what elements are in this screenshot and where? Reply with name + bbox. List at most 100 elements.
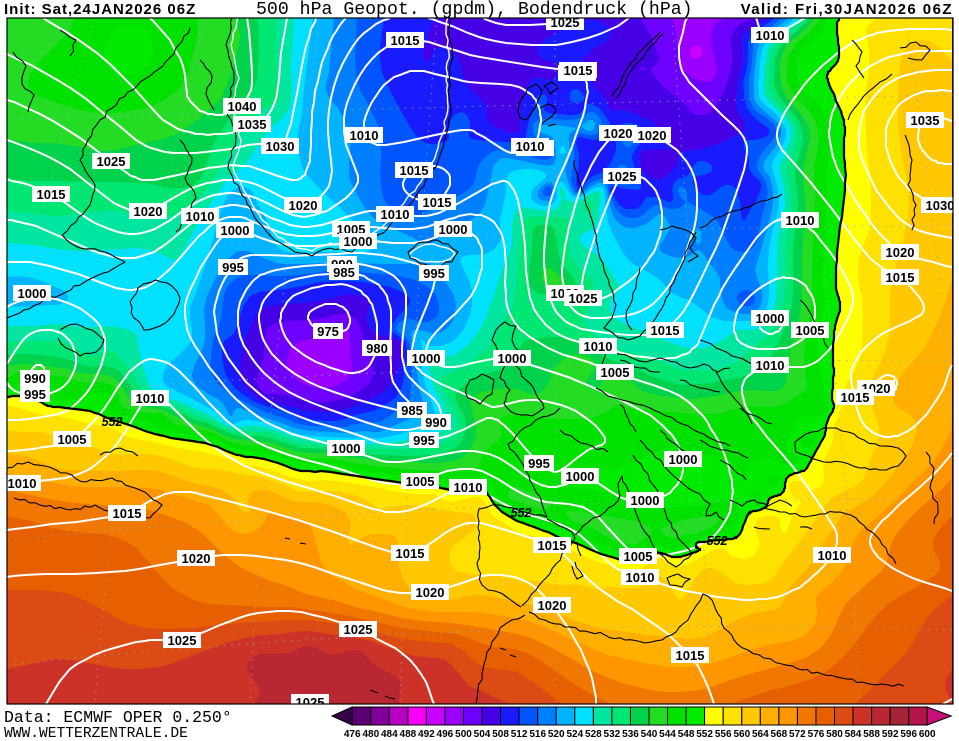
svg-text:1015: 1015 — [396, 546, 425, 561]
svg-text:Data: ECMWF OPER 0.250°: Data: ECMWF OPER 0.250° — [4, 708, 232, 727]
svg-text:1015: 1015 — [391, 33, 420, 48]
svg-text:980: 980 — [366, 341, 388, 356]
svg-text:1005: 1005 — [796, 323, 825, 338]
svg-text:1010: 1010 — [136, 391, 165, 406]
svg-text:520: 520 — [548, 729, 565, 740]
svg-text:528: 528 — [585, 729, 602, 740]
svg-text:1020: 1020 — [182, 551, 211, 566]
svg-text:1015: 1015 — [651, 323, 680, 338]
svg-text:995: 995 — [528, 456, 550, 471]
svg-text:1005: 1005 — [624, 549, 653, 564]
svg-text:1005: 1005 — [601, 365, 630, 380]
svg-text:1010: 1010 — [516, 139, 545, 154]
svg-text:1000: 1000 — [498, 351, 527, 366]
svg-text:552: 552 — [696, 729, 713, 740]
svg-text:492: 492 — [418, 729, 435, 740]
svg-text:1000: 1000 — [344, 234, 373, 249]
svg-text:1010: 1010 — [8, 476, 37, 491]
svg-text:1020: 1020 — [289, 198, 318, 213]
svg-text:990: 990 — [425, 415, 447, 430]
svg-text:572: 572 — [789, 729, 806, 740]
svg-text:584: 584 — [845, 729, 862, 740]
svg-text:1040: 1040 — [228, 99, 257, 114]
svg-text:588: 588 — [863, 729, 880, 740]
svg-text:1025: 1025 — [551, 15, 580, 30]
svg-text:480: 480 — [362, 729, 379, 740]
svg-text:1000: 1000 — [669, 452, 698, 467]
svg-text:532: 532 — [604, 729, 621, 740]
svg-text:1025: 1025 — [569, 291, 598, 306]
svg-text:1010: 1010 — [626, 570, 655, 585]
svg-text:1010: 1010 — [454, 480, 483, 495]
svg-text:540: 540 — [641, 729, 658, 740]
svg-text:1020: 1020 — [538, 598, 567, 613]
svg-text:1030: 1030 — [266, 139, 295, 154]
svg-text:1000: 1000 — [18, 286, 47, 301]
svg-text:1020: 1020 — [416, 585, 445, 600]
svg-text:995: 995 — [423, 266, 445, 281]
svg-text:576: 576 — [808, 729, 825, 740]
svg-text:995: 995 — [413, 433, 435, 448]
svg-text:1030: 1030 — [926, 198, 955, 213]
svg-text:500: 500 — [455, 729, 472, 740]
svg-text:WWW.WETTERZENTRALE.DE: WWW.WETTERZENTRALE.DE — [4, 726, 188, 741]
svg-text:1005: 1005 — [406, 474, 435, 489]
svg-text:1020: 1020 — [886, 245, 915, 260]
svg-text:1025: 1025 — [168, 633, 197, 648]
svg-text:1025: 1025 — [344, 622, 373, 637]
svg-text:1020: 1020 — [604, 126, 633, 141]
svg-text:1000: 1000 — [332, 441, 361, 456]
svg-text:Init: Sat,24JAN2026 06Z: Init: Sat,24JAN2026 06Z — [4, 1, 196, 18]
svg-text:1020: 1020 — [638, 128, 667, 143]
svg-text:552: 552 — [511, 506, 532, 520]
svg-text:508: 508 — [492, 729, 509, 740]
svg-text:1015: 1015 — [400, 163, 429, 178]
svg-text:564: 564 — [752, 729, 769, 740]
svg-text:1000: 1000 — [221, 223, 250, 238]
svg-text:1010: 1010 — [756, 28, 785, 43]
svg-text:476: 476 — [344, 729, 361, 740]
svg-text:536: 536 — [622, 729, 639, 740]
svg-text:1015: 1015 — [676, 648, 705, 663]
svg-text:568: 568 — [771, 729, 788, 740]
svg-text:985: 985 — [401, 403, 423, 418]
svg-text:504: 504 — [474, 729, 491, 740]
svg-text:1015: 1015 — [564, 63, 593, 78]
svg-text:516: 516 — [529, 729, 546, 740]
svg-text:560: 560 — [733, 729, 750, 740]
svg-text:990: 990 — [24, 371, 46, 386]
svg-text:548: 548 — [678, 729, 695, 740]
svg-text:1010: 1010 — [584, 339, 613, 354]
svg-text:1000: 1000 — [412, 351, 441, 366]
svg-text:1015: 1015 — [423, 195, 452, 210]
svg-text:552: 552 — [102, 415, 123, 429]
svg-text:1010: 1010 — [818, 548, 847, 563]
svg-text:496: 496 — [437, 729, 454, 740]
svg-text:580: 580 — [826, 729, 843, 740]
svg-text:1015: 1015 — [37, 187, 66, 202]
svg-text:1025: 1025 — [97, 154, 126, 169]
svg-text:1015: 1015 — [538, 538, 567, 553]
svg-text:1025: 1025 — [608, 169, 637, 184]
svg-text:1000: 1000 — [631, 493, 660, 508]
svg-text:556: 556 — [715, 729, 732, 740]
svg-text:985: 985 — [333, 265, 355, 280]
svg-text:500 hPa Geopot. (gpdm), Bodend: 500 hPa Geopot. (gpdm), Bodendruck (hPa) — [256, 0, 693, 20]
svg-text:1015: 1015 — [886, 270, 915, 285]
svg-text:484: 484 — [381, 729, 398, 740]
svg-text:1010: 1010 — [350, 128, 379, 143]
svg-text:1005: 1005 — [58, 432, 87, 447]
svg-text:1000: 1000 — [439, 222, 468, 237]
svg-text:1010: 1010 — [186, 209, 215, 224]
svg-text:1025: 1025 — [296, 695, 325, 710]
svg-text:1020: 1020 — [134, 204, 163, 219]
svg-text:552: 552 — [707, 534, 728, 548]
svg-text:1000: 1000 — [756, 311, 785, 326]
svg-text:544: 544 — [659, 729, 676, 740]
svg-text:488: 488 — [400, 729, 417, 740]
svg-text:995: 995 — [222, 260, 244, 275]
svg-text:1010: 1010 — [381, 207, 410, 222]
svg-text:600: 600 — [919, 729, 936, 740]
svg-text:592: 592 — [882, 729, 899, 740]
svg-text:512: 512 — [511, 729, 528, 740]
